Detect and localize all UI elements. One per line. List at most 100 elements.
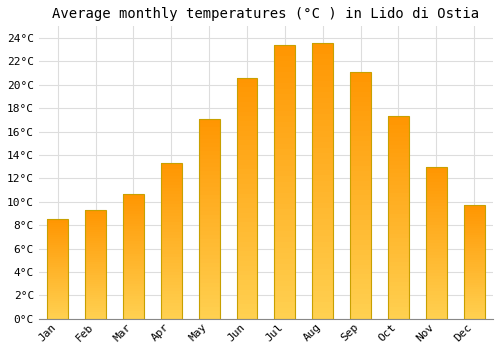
- Bar: [388, 315, 409, 319]
- Bar: [123, 289, 144, 291]
- Bar: [198, 179, 220, 183]
- Bar: [464, 282, 484, 285]
- Bar: [312, 208, 333, 214]
- Bar: [464, 264, 484, 267]
- Bar: [388, 161, 409, 165]
- Bar: [312, 114, 333, 120]
- Bar: [426, 255, 446, 258]
- Bar: [464, 267, 484, 269]
- Bar: [464, 287, 484, 289]
- Bar: [236, 136, 258, 140]
- Bar: [274, 56, 295, 62]
- Bar: [198, 159, 220, 163]
- Bar: [312, 203, 333, 208]
- Bar: [388, 290, 409, 295]
- Bar: [426, 295, 446, 298]
- Bar: [274, 248, 295, 253]
- Bar: [236, 174, 258, 179]
- Bar: [236, 97, 258, 102]
- Bar: [388, 218, 409, 222]
- Bar: [236, 246, 258, 251]
- Bar: [312, 104, 333, 109]
- Bar: [198, 167, 220, 171]
- Bar: [464, 317, 484, 319]
- Bar: [274, 116, 295, 122]
- Bar: [48, 241, 68, 243]
- Bar: [464, 237, 484, 239]
- Bar: [388, 141, 409, 145]
- Bar: [198, 299, 220, 303]
- Bar: [48, 223, 68, 225]
- Bar: [48, 301, 68, 303]
- Bar: [350, 161, 371, 166]
- Bar: [236, 232, 258, 237]
- Bar: [85, 315, 106, 317]
- Bar: [198, 231, 220, 235]
- Bar: [236, 309, 258, 314]
- Bar: [274, 292, 295, 297]
- Bar: [198, 271, 220, 275]
- Bar: [274, 166, 295, 171]
- Bar: [236, 116, 258, 121]
- Bar: [464, 235, 484, 237]
- Bar: [85, 310, 106, 312]
- Bar: [236, 208, 258, 213]
- Bar: [426, 176, 446, 179]
- Bar: [85, 258, 106, 260]
- Bar: [161, 278, 182, 281]
- Bar: [426, 237, 446, 240]
- Bar: [85, 217, 106, 219]
- Bar: [48, 281, 68, 283]
- Bar: [198, 291, 220, 295]
- Bar: [198, 239, 220, 243]
- Bar: [464, 273, 484, 276]
- Bar: [123, 249, 144, 251]
- Bar: [161, 291, 182, 294]
- Bar: [464, 239, 484, 242]
- Bar: [48, 219, 68, 222]
- Bar: [198, 183, 220, 187]
- Bar: [350, 200, 371, 205]
- Bar: [388, 117, 409, 120]
- Bar: [161, 194, 182, 197]
- Bar: [85, 251, 106, 254]
- Bar: [123, 199, 144, 201]
- Bar: [85, 256, 106, 258]
- Bar: [48, 273, 68, 275]
- Bar: [161, 297, 182, 300]
- Bar: [236, 179, 258, 184]
- Bar: [161, 185, 182, 188]
- Bar: [123, 201, 144, 204]
- Bar: [85, 282, 106, 284]
- Bar: [236, 280, 258, 285]
- Bar: [48, 228, 68, 229]
- Bar: [198, 163, 220, 167]
- Bar: [123, 306, 144, 309]
- Bar: [464, 262, 484, 264]
- Bar: [48, 303, 68, 305]
- Bar: [426, 170, 446, 173]
- Bar: [198, 199, 220, 203]
- Bar: [274, 264, 295, 270]
- Bar: [464, 226, 484, 228]
- Bar: [464, 294, 484, 296]
- Bar: [312, 253, 333, 258]
- Bar: [388, 189, 409, 193]
- Bar: [161, 219, 182, 222]
- Bar: [350, 230, 371, 235]
- Bar: [236, 78, 258, 319]
- Bar: [464, 210, 484, 212]
- Bar: [350, 97, 371, 102]
- Bar: [236, 203, 258, 208]
- Bar: [350, 225, 371, 230]
- Bar: [48, 279, 68, 281]
- Bar: [161, 235, 182, 238]
- Bar: [161, 260, 182, 263]
- Bar: [350, 260, 371, 265]
- Bar: [236, 275, 258, 280]
- Bar: [350, 190, 371, 195]
- Bar: [426, 206, 446, 209]
- Bar: [85, 245, 106, 247]
- Bar: [312, 120, 333, 126]
- Bar: [426, 167, 446, 319]
